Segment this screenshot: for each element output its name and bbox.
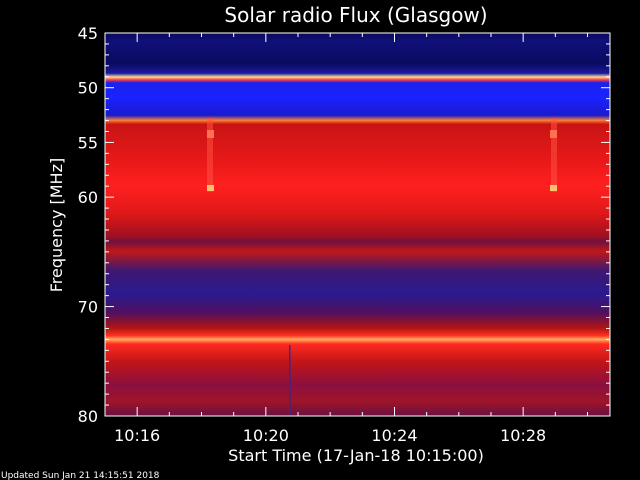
burst-streak [207, 118, 213, 192]
x-tick-label: 10:16 [114, 426, 160, 445]
y-axis: 45 50 55 60 70 80 [78, 24, 610, 426]
x-axis-title: Start Time (17-Jan-18 10:15:00) [228, 446, 484, 465]
x-tick-label: 10:28 [500, 426, 546, 445]
spectrogram-image [105, 33, 610, 416]
frame [104, 32, 611, 417]
spectrogram-area [104, 32, 611, 417]
y-tick-label: 70 [78, 298, 98, 317]
chart-title: Solar radio Flux (Glasgow) [224, 3, 487, 27]
y-axis-title: Frequency [MHz] [47, 158, 66, 292]
x-tick-label: 10:24 [371, 426, 417, 445]
burst-spot [207, 130, 214, 138]
updated-timestamp: Updated Sun Jan 21 14:15:51 2018 [1, 471, 160, 480]
interference-line [289, 345, 291, 416]
burst-spot [550, 130, 557, 138]
burst-spot [207, 185, 214, 191]
burst-spot [550, 185, 557, 191]
burst-streak [551, 118, 557, 192]
x-axis: 10:16 10:20 10:24 10:28 [104, 33, 588, 445]
y-tick-label: 55 [78, 133, 98, 152]
y-tick-label: 80 [78, 407, 98, 426]
y-tick-label: 60 [78, 188, 98, 207]
x-tick-label: 10:20 [243, 426, 289, 445]
y-tick-label: 45 [78, 24, 98, 43]
y-tick-label: 50 [78, 79, 98, 98]
